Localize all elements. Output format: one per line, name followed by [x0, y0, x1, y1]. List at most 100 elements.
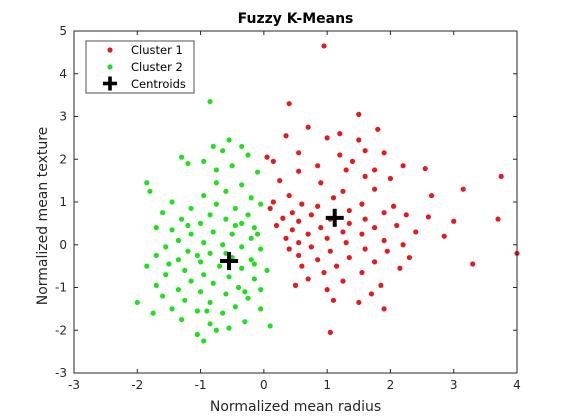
cluster-2-point [182, 297, 188, 303]
x-tick-label: 0 [260, 378, 268, 392]
cluster-1-point [400, 242, 406, 248]
cluster-2-point [147, 188, 153, 194]
cluster-1-point [359, 269, 365, 276]
cluster-2-point [153, 252, 159, 259]
cluster-1-point [321, 269, 327, 276]
legend-label-cluster-1: Cluster 1 [131, 43, 183, 57]
cluster-2-point [188, 278, 194, 284]
cluster-2-point [175, 287, 182, 293]
cluster-1-point [340, 188, 346, 194]
cluster-1-point [343, 240, 349, 246]
cluster-1-point [308, 244, 314, 250]
cluster-1-point [394, 222, 400, 229]
cluster-1-point [318, 225, 324, 231]
cluster-1-point [315, 163, 321, 169]
cluster-2-point [207, 98, 213, 105]
y-tick-label: 5 [59, 24, 67, 38]
cluster-1-point [359, 231, 365, 237]
cluster-2-point [163, 244, 169, 250]
cluster-1-point [337, 131, 343, 137]
cluster-1-point [283, 235, 289, 241]
legend-label-centroids: Centroids [131, 77, 186, 91]
cluster-2-point [210, 280, 216, 286]
cluster-1-point [425, 214, 431, 220]
cluster-2-point [163, 272, 169, 278]
cluster-2-point [201, 272, 207, 278]
legend-marker-centroids [103, 76, 117, 91]
cluster-1-point [470, 261, 476, 267]
y-tick-label: -3 [55, 366, 67, 380]
cluster-1-point [270, 199, 276, 205]
cluster-2-point [239, 220, 245, 226]
cluster-1-point [286, 101, 292, 107]
cluster-2-point [248, 257, 254, 263]
cluster-2-point [182, 267, 188, 273]
cluster-1-point [362, 246, 368, 252]
cluster-2-point [207, 250, 213, 256]
cluster-2-point [232, 205, 238, 212]
cluster-2-point [245, 152, 251, 158]
cluster-1-point [428, 192, 435, 199]
cluster-1-point [296, 218, 302, 224]
cluster-1-point [340, 229, 346, 235]
cluster-2-point [185, 160, 191, 167]
cluster-1-point [308, 212, 314, 218]
cluster-2-point [254, 231, 261, 237]
points-layer [134, 43, 520, 344]
x-tick-label: -1 [195, 378, 207, 392]
centroid-point [325, 208, 344, 227]
cluster-2-point [178, 216, 185, 222]
chart-title: Fuzzy K-Means [238, 11, 354, 27]
cluster-2-point [201, 240, 207, 246]
cluster-2-point [185, 248, 191, 254]
cluster-1-point [296, 252, 302, 259]
cluster-2-point [229, 231, 235, 237]
y-axis-ticks: -3 -2 -1 0 1 2 3 4 5 [55, 24, 517, 380]
cluster-2-point [197, 259, 204, 265]
cluster-2-point [169, 306, 175, 312]
cluster-1-point [273, 222, 280, 229]
y-tick-label: 3 [59, 110, 67, 124]
cluster-1-point [321, 43, 327, 49]
cluster-2-point [220, 148, 226, 154]
cluster-1-point [356, 111, 362, 117]
cluster-2-point [207, 212, 213, 218]
cluster-1-point [289, 210, 295, 216]
cluster-2-point [232, 222, 238, 229]
cluster-2-point [153, 282, 159, 288]
cluster-2-point [150, 310, 156, 316]
cluster-1-point [346, 254, 352, 261]
cluster-1-point [387, 175, 394, 182]
cluster-2-point [239, 182, 245, 188]
cluster-2-point [258, 246, 264, 252]
x-tick-label: -2 [131, 378, 143, 392]
cluster-1-point [305, 124, 311, 130]
cluster-1-point [495, 216, 501, 222]
cluster-2-point [220, 242, 226, 248]
cluster-2-point [216, 263, 223, 269]
cluster-1-point [368, 291, 375, 297]
cluster-2-point [175, 257, 182, 263]
cluster-1-point [359, 201, 365, 207]
cluster-1-point [362, 216, 368, 222]
cluster-1-point [372, 225, 378, 231]
cluster-2-point [178, 154, 185, 160]
cluster-1-point [324, 235, 330, 241]
cluster-2-point [258, 306, 264, 312]
cluster-2-point [153, 225, 159, 231]
cluster-2-point [226, 137, 232, 143]
cluster-1-point [292, 282, 299, 288]
cluster-2-point [220, 310, 226, 316]
cluster-1-point [296, 240, 302, 246]
cluster-1-point [375, 126, 381, 132]
cluster-1-point [324, 135, 330, 141]
cluster-2-point [144, 180, 150, 186]
cluster-1-point [296, 168, 302, 174]
cluster-2-point [210, 229, 216, 235]
cluster-1-point [381, 306, 387, 312]
cluster-1-point [381, 237, 387, 244]
cluster-1-point [346, 220, 352, 226]
cluster-2-point [213, 167, 219, 173]
cluster-2-point [242, 319, 248, 325]
cluster-1-point [280, 215, 286, 221]
